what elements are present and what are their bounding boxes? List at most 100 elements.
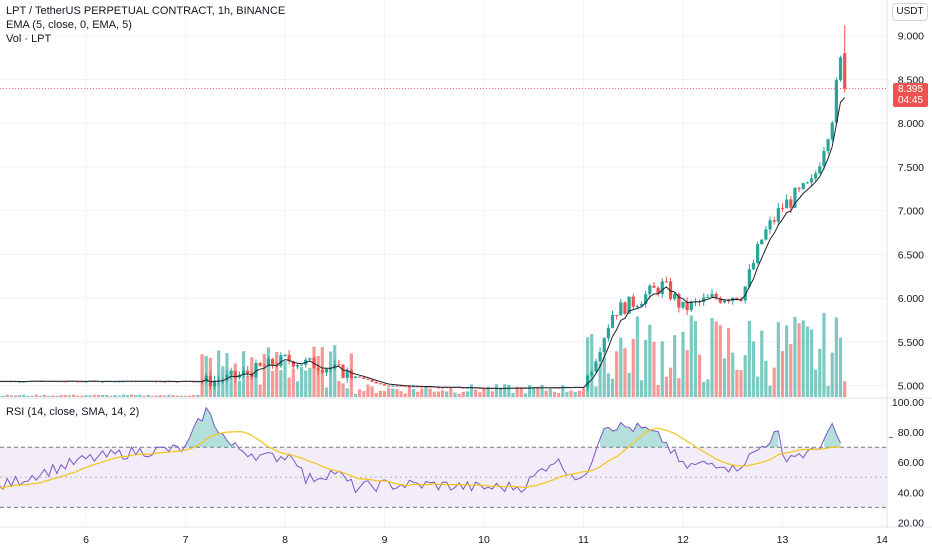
candle-body [735,297,739,300]
price-axis: 5.0005.5006.0006.5007.0007.5008.0008.500… [898,31,924,393]
volume-bar [739,370,743,397]
volume-bar [602,357,606,397]
time-tick-label: 13 [777,534,789,546]
candle-body [378,383,382,385]
candle-body [411,386,416,388]
last-price-tag: 8.395 04:45 [893,83,928,107]
volume-bar [175,395,179,397]
candle-body [353,376,358,378]
volume-bar [341,383,345,397]
volume-bar [619,337,623,397]
candle-body [287,354,291,362]
volume-bar [656,384,660,397]
volume-bar [772,367,776,397]
candle-body [428,386,432,388]
grid-lines [0,0,887,527]
volume-bar [316,355,320,397]
volume-bar [142,395,146,397]
volume-bar [818,348,822,397]
volume-bar [374,393,378,397]
candle-body [225,374,229,381]
volume-bar [718,325,722,397]
volume-bar [706,379,710,397]
volume-bar [80,395,84,397]
currency-button[interactable]: USDT [892,3,928,21]
candle-body [826,139,830,152]
candle-body [349,370,353,378]
candle-body [204,375,208,383]
price-tick-label: 6.500 [898,249,924,261]
volume-bar [420,388,424,397]
rsi-overbought-fill [185,407,236,448]
candle-body [780,208,785,210]
volume-bar [631,338,635,397]
candle-body [387,385,391,387]
rsi-legend[interactable]: RSI (14, close, SMA, 14, 2) [6,406,140,418]
volume-bar [117,395,121,397]
volume-bar [756,376,760,397]
candle-body [337,364,341,366]
ema-legend[interactable]: EMA (5, close, 0, EMA, 5) [6,19,132,31]
volume-bar [606,373,610,397]
volume-bar [449,387,453,397]
volume-bar [299,367,304,397]
candle-body [424,386,428,388]
volume-bar [96,394,101,397]
volume-bar [9,395,13,397]
candle-body [246,370,250,374]
volume-bar [229,370,233,397]
candle-body [809,178,814,183]
rsi-tick-label: 20.00 [898,517,924,529]
ema-line [0,97,846,389]
volume-bar [329,351,333,397]
volume-bar [523,393,528,397]
volume-bar [121,394,125,397]
volume-bar [519,387,523,397]
volume-bar [660,341,664,397]
volume-bar [635,316,639,397]
candle-body [710,293,714,297]
volume-bar [623,348,627,397]
candle-body [196,381,200,383]
volume-bar [511,392,515,397]
candle-body [834,80,838,123]
volume-bar [424,387,428,397]
candle-body [299,364,304,366]
candle-body [656,287,660,294]
volume-legend[interactable]: Vol · LPT [6,33,52,45]
candle-body [776,208,780,222]
volume-bar [275,351,279,397]
price-tick-label: 9.000 [898,31,924,43]
candle-body [391,385,395,387]
price-tick-label: 8.000 [898,118,924,130]
volume-bar [793,316,797,397]
candle-body [772,220,776,222]
volume-bar [747,320,751,397]
volume-bars [0,312,847,397]
candle-body [283,354,287,356]
candle-body [598,352,602,362]
volume-bar [134,394,138,397]
volume-bar [88,395,92,397]
candle-body [639,304,644,307]
candle-body [436,387,440,389]
volume-bar [63,395,67,397]
volume-bar [697,354,702,397]
volume-bar [838,337,843,397]
volume-bar [494,384,499,397]
candle-body [668,281,673,300]
candle-body [664,281,669,283]
candle-body [805,182,809,184]
volume-bar [362,391,366,397]
candle-body [154,381,159,383]
symbol-legend[interactable]: LPT / TetherUS PERPETUAL CONTRACT, 1h, B… [6,5,286,17]
candle-body [324,369,329,373]
volume-bar [324,387,329,397]
candle-body [747,269,751,287]
volume-bar [478,392,482,397]
volume-bar [279,370,283,397]
volume-bar [469,384,474,397]
rsi-line [0,406,841,494]
candle-body [602,338,606,353]
